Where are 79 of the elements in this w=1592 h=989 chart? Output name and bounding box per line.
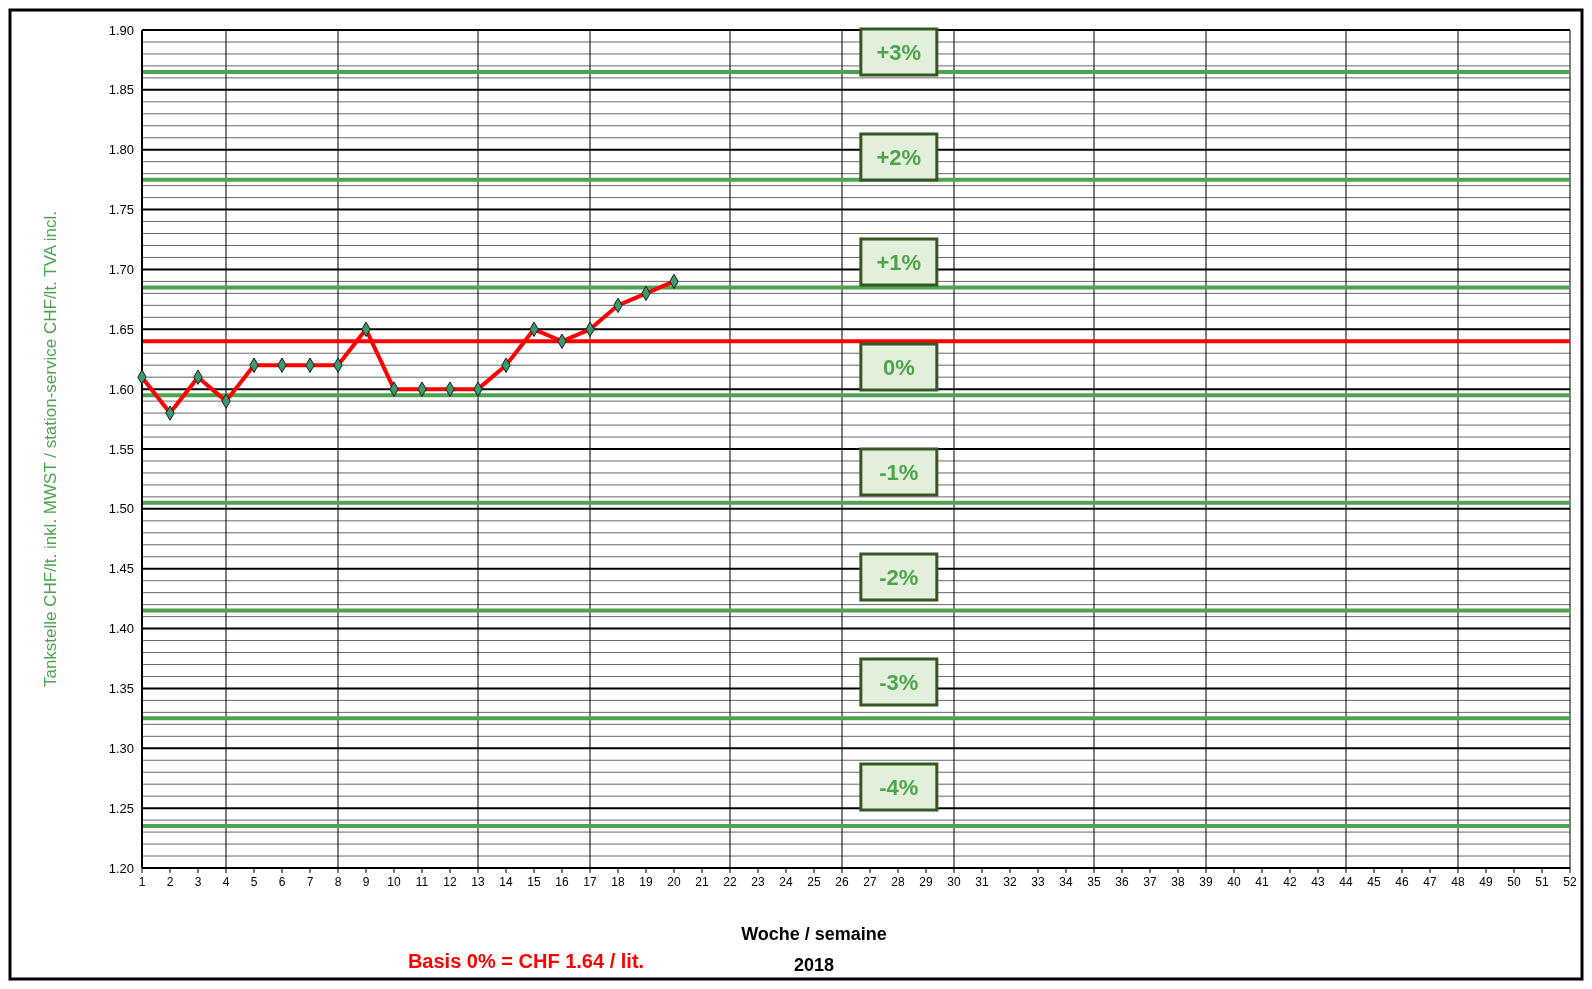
annotation: +3% bbox=[876, 39, 922, 65]
x-tick-label: 7 bbox=[306, 875, 314, 889]
x-tick-label: 16 bbox=[555, 875, 569, 889]
x-tick-label: 24 bbox=[779, 875, 793, 889]
x-tick-label: 26 bbox=[835, 875, 849, 889]
x-tick-label: 40 bbox=[1227, 875, 1241, 889]
x-tick-label: 33 bbox=[1031, 875, 1045, 889]
y-tick-label: 1.90 bbox=[108, 22, 134, 38]
x-tick-label: 11 bbox=[415, 875, 429, 889]
x-tick-label: 34 bbox=[1059, 875, 1073, 889]
x-tick-label: 43 bbox=[1311, 875, 1325, 889]
x-tick-label: 29 bbox=[919, 875, 933, 889]
x-tick-label: 37 bbox=[1143, 875, 1157, 889]
x-tick-label: 47 bbox=[1423, 875, 1437, 889]
annotation: -2% bbox=[879, 564, 919, 590]
x-tick-label: 3 bbox=[194, 875, 202, 889]
x-tick-label: 46 bbox=[1395, 875, 1409, 889]
x-axis-title: Woche / semaine bbox=[741, 924, 887, 944]
x-tick-label: 44 bbox=[1339, 875, 1353, 889]
x-tick-label: 8 bbox=[334, 875, 342, 889]
x-tick-label: 45 bbox=[1367, 875, 1381, 889]
x-tick-label: 21 bbox=[695, 875, 709, 889]
x-tick-label: 15 bbox=[527, 875, 541, 889]
y-tick-label: 1.30 bbox=[108, 740, 134, 756]
x-tick-label: 18 bbox=[611, 875, 625, 889]
y-tick-label: 1.35 bbox=[108, 680, 134, 696]
x-tick-label: 25 bbox=[807, 875, 821, 889]
x-tick-label: 36 bbox=[1115, 875, 1129, 889]
y-tick-label: 1.85 bbox=[108, 82, 134, 98]
x-tick-label: 12 bbox=[443, 875, 457, 889]
x-tick-label: 17 bbox=[583, 875, 597, 889]
x-tick-label: 5 bbox=[250, 875, 258, 889]
annotation: -3% bbox=[879, 669, 919, 695]
x-tick-label: 4 bbox=[222, 875, 230, 889]
x-tick-label: 41 bbox=[1255, 875, 1269, 889]
x-tick-label: 49 bbox=[1479, 875, 1493, 889]
annotation: +2% bbox=[876, 144, 922, 170]
x-tick-label: 23 bbox=[751, 875, 765, 889]
y-tick-label: 1.50 bbox=[108, 501, 134, 517]
x-tick-label: 48 bbox=[1451, 875, 1465, 889]
y-tick-label: 1.70 bbox=[108, 261, 134, 277]
x-tick-label: 20 bbox=[667, 875, 681, 889]
x-tick-label: 35 bbox=[1087, 875, 1101, 889]
x-tick-label: 51 bbox=[1535, 875, 1549, 889]
y-tick-label: 1.40 bbox=[108, 621, 134, 637]
x-tick-label: 10 bbox=[387, 875, 401, 889]
x-tick-label: 27 bbox=[863, 875, 877, 889]
x-tick-label: 32 bbox=[1003, 875, 1017, 889]
y-tick-label: 1.65 bbox=[108, 321, 134, 337]
x-tick-label: 38 bbox=[1171, 875, 1185, 889]
annotation: -4% bbox=[879, 774, 919, 800]
x-tick-label: 2 bbox=[166, 875, 174, 889]
x-tick-label: 39 bbox=[1199, 875, 1213, 889]
x-tick-label: 42 bbox=[1283, 875, 1297, 889]
x-tick-label: 28 bbox=[891, 875, 905, 889]
text: Basis 0% = CHF 1.64 / lit. bbox=[407, 950, 645, 972]
text: 2018 bbox=[793, 955, 835, 975]
y-tick-label: 1.60 bbox=[108, 381, 134, 397]
x-tick-label: 22 bbox=[723, 875, 737, 889]
y-axis-title: Tankstelle CHF/lt. inkl. MWST / station-service CHF/lt. TVA incl. bbox=[41, 210, 60, 688]
annotation: +1% bbox=[876, 249, 922, 275]
y-tick-label: 1.20 bbox=[108, 860, 134, 876]
x-tick-label: 1 bbox=[138, 875, 146, 889]
annotation: -1% bbox=[879, 459, 919, 485]
x-tick-label: 31 bbox=[975, 875, 989, 889]
y-tick-label: 1.45 bbox=[108, 561, 134, 577]
annotation: 0% bbox=[882, 354, 915, 380]
x-tick-label: 9 bbox=[362, 875, 370, 889]
y-tick-label: 1.80 bbox=[108, 142, 134, 158]
x-tick-label: 50 bbox=[1507, 875, 1521, 889]
x-tick-label: 30 bbox=[947, 875, 961, 889]
y-tick-label: 1.55 bbox=[108, 441, 134, 457]
y-tick-label: 1.25 bbox=[108, 800, 134, 816]
x-tick-label: 19 bbox=[639, 875, 653, 889]
y-tick-label: 1.75 bbox=[108, 202, 134, 218]
x-tick-label: 14 bbox=[499, 875, 513, 889]
x-tick-label: 13 bbox=[471, 875, 485, 889]
x-tick-label: 52 bbox=[1563, 875, 1577, 889]
x-tick-label: 6 bbox=[278, 875, 286, 889]
